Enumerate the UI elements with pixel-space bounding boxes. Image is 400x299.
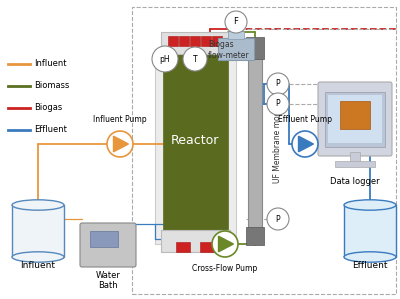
Bar: [335, 161, 375, 167]
Bar: [328, 95, 382, 143]
Polygon shape: [298, 136, 314, 152]
Text: P: P: [276, 80, 280, 89]
Text: Biomass: Biomass: [34, 82, 69, 91]
Text: Effluent: Effluent: [34, 126, 67, 135]
Bar: [179, 36, 189, 45]
Text: Influent Pump: Influent Pump: [93, 115, 147, 124]
Bar: [90, 231, 118, 247]
Polygon shape: [114, 136, 128, 152]
Bar: [201, 36, 211, 45]
Bar: [246, 227, 264, 245]
Text: Data logger: Data logger: [330, 177, 380, 186]
Bar: [154, 48, 236, 243]
Text: Reactor: Reactor: [171, 135, 219, 147]
Ellipse shape: [12, 252, 64, 262]
FancyBboxPatch shape: [318, 82, 392, 156]
Text: Effluent: Effluent: [352, 261, 388, 270]
Bar: [160, 31, 230, 54]
Bar: [248, 54, 262, 228]
Circle shape: [267, 73, 289, 95]
Bar: [228, 31, 244, 39]
Circle shape: [107, 131, 133, 157]
Text: P: P: [276, 214, 280, 223]
Bar: [190, 36, 200, 45]
Ellipse shape: [12, 200, 64, 210]
Text: Biogas
flow-meter: Biogas flow-meter: [208, 40, 250, 60]
Circle shape: [267, 208, 289, 230]
Bar: [325, 92, 385, 147]
Bar: [344, 205, 396, 257]
Text: UF Membrane module: UF Membrane module: [273, 99, 282, 183]
Circle shape: [212, 231, 238, 257]
Bar: [168, 36, 178, 45]
Text: F: F: [234, 18, 238, 27]
Text: Cross-Flow Pump: Cross-Flow Pump: [192, 264, 258, 273]
Text: Effluent Pump: Effluent Pump: [278, 115, 332, 124]
Polygon shape: [218, 236, 234, 252]
Bar: [350, 152, 360, 164]
Bar: [176, 242, 190, 251]
Bar: [162, 48, 228, 234]
Bar: [160, 230, 230, 251]
Circle shape: [267, 93, 289, 115]
Ellipse shape: [344, 200, 396, 210]
Circle shape: [292, 131, 318, 157]
Text: Influent: Influent: [20, 261, 56, 270]
Bar: [218, 38, 254, 60]
Circle shape: [183, 47, 207, 71]
Circle shape: [225, 11, 247, 33]
FancyBboxPatch shape: [80, 223, 136, 267]
Text: Influent: Influent: [34, 60, 66, 68]
Text: Water
Bath: Water Bath: [96, 271, 120, 290]
Text: P: P: [276, 100, 280, 109]
Text: T: T: [193, 54, 197, 63]
Text: Biogas: Biogas: [34, 103, 62, 112]
Bar: [212, 36, 222, 45]
Text: pH: pH: [160, 54, 170, 63]
Bar: [340, 101, 370, 129]
Bar: [246, 36, 264, 59]
Bar: [132, 7, 396, 294]
Circle shape: [152, 46, 178, 72]
Bar: [12, 205, 64, 257]
Bar: [200, 242, 214, 251]
Ellipse shape: [344, 252, 396, 262]
